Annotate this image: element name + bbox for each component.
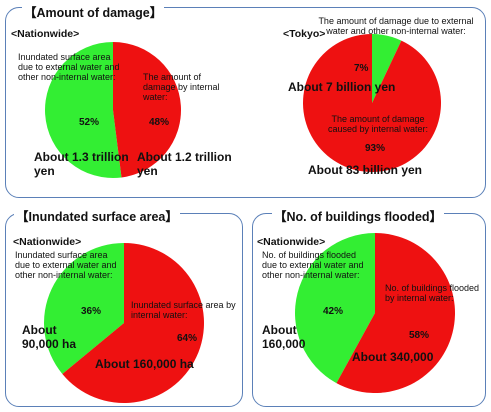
area-internal-percent: 64% [177, 333, 198, 344]
area-internal-label: Inundated surface area by internal water… [131, 300, 236, 320]
damage-panel-title: 【Amount of damage】 [22, 2, 165, 21]
damage-tokyo-external-percent: 7% [354, 63, 369, 74]
buildings-subtitle: <Nationwide> [257, 236, 326, 248]
area-subtitle: <Nationwide> [13, 236, 82, 248]
area-external-percent: 36% [81, 306, 102, 317]
area-external-amount: About 90,000 ha [22, 323, 77, 351]
damage-tokyo-subtitle: <Tokyo> [283, 28, 326, 40]
buildings-internal-amount: About 340,000 [352, 350, 434, 364]
internal-water-slice [336, 232, 456, 393]
buildings-internal-label: No. of buildings flooded by internal wat… [385, 283, 480, 303]
area-internal-amount: About 160,000 ha [95, 357, 194, 371]
external-water-slice [43, 243, 124, 374]
damage-nw-internal-percent: 48% [149, 117, 170, 128]
external-water-slice [295, 233, 375, 384]
damage-tokyo-internal-amount: About 83 billion yen [308, 163, 423, 177]
buildings-panel-title: 【No. of buildings flooded】 [272, 206, 445, 225]
damage-nw-external-label: Inundated surface area due to external w… [18, 52, 120, 82]
damage-tokyo-external-amount: About 7 billion yen [288, 80, 396, 94]
buildings-external-label: No. of buildings flooded due to external… [262, 250, 364, 280]
damage-tokyo-internal-label: The amount of damage caused by internal … [327, 114, 429, 134]
internal-water-slice [62, 243, 204, 403]
damage-tokyo-internal-percent: 93% [365, 143, 386, 154]
buildings-external-amount: About 160,000 [262, 323, 306, 351]
damage-nw-internal-amount: About 1.2 trillion yen [137, 150, 232, 178]
damage-nationwide-subtitle: <Nationwide> [11, 28, 80, 40]
damage-nw-external-amount: About 1.3 trillion yen [34, 150, 129, 178]
damage-nw-external-percent: 52% [79, 117, 100, 128]
buildings-internal-percent: 58% [409, 330, 430, 341]
internal-water-slice [113, 42, 182, 178]
internal-water-slice [303, 34, 441, 172]
area-external-label: Inundated surface area due to external w… [15, 250, 117, 280]
damage-tokyo-external-label: The amount of damage due to external wat… [318, 16, 474, 36]
external-water-slice [372, 34, 402, 103]
area-panel-title: 【Inundated surface area】 [14, 206, 180, 225]
external-water-slice [45, 42, 122, 178]
buildings-external-percent: 42% [323, 306, 344, 317]
damage-nw-internal-label: The amount of damage by internal water: [143, 72, 220, 102]
